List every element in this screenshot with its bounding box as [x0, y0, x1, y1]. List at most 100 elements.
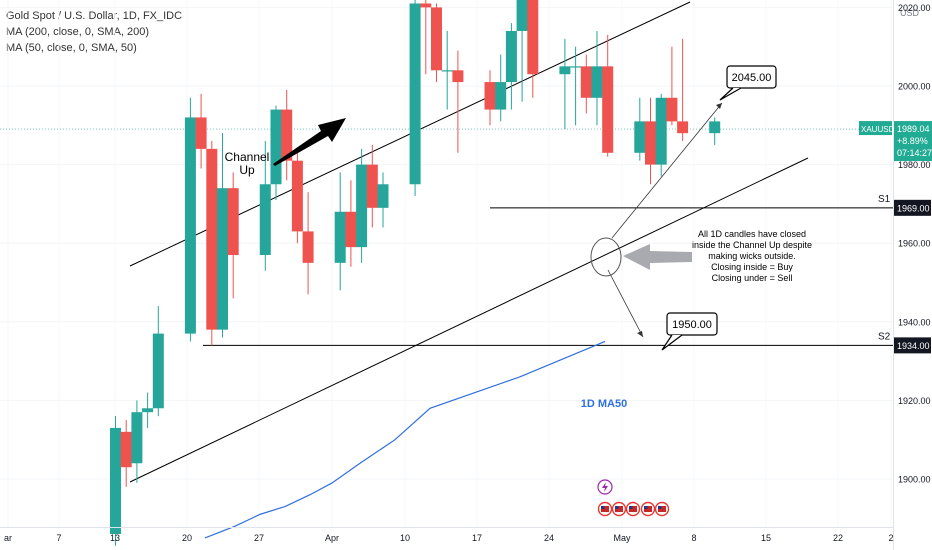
time-tick-label: 13 — [110, 533, 120, 543]
ma50-legend: MA (50, close, 0, SMA, 50) — [6, 42, 137, 54]
price-tick-label: 1920.00 — [898, 396, 931, 406]
candle — [131, 412, 143, 464]
note-line: inside the Channel Up despite — [692, 240, 812, 250]
candle — [217, 188, 228, 330]
flag-canton-icon — [615, 506, 619, 509]
ma50-label: 1D MA50 — [581, 398, 627, 410]
candles — [110, 0, 721, 546]
level-name-s1: S1 — [878, 194, 891, 205]
candle — [227, 188, 239, 255]
flag-icon — [644, 506, 652, 512]
grid — [0, 6, 893, 480]
trend-arrow-icon — [273, 118, 346, 166]
ticker-label: XAUUSD — [861, 125, 895, 134]
target-up-label: 2045.00 — [732, 72, 772, 84]
arrow-head-icon — [716, 103, 722, 109]
candle — [120, 431, 132, 468]
current-price-label: 1989.04 — [897, 124, 930, 134]
symbol-title: Gold Spot / U.S. Dollar, 1D, FX_IDC — [6, 10, 183, 22]
flag-icon — [658, 506, 666, 512]
candle — [302, 231, 314, 263]
note-line: Closing under = Sell — [712, 273, 793, 283]
time-tick-label: ar — [4, 533, 12, 543]
candle — [431, 7, 442, 71]
candle — [602, 66, 614, 153]
flag-icon — [601, 506, 609, 512]
price-tick-label: 1940.00 — [898, 317, 931, 327]
gray-arrow-icon — [623, 244, 692, 270]
time-tick-label: May — [613, 533, 631, 543]
level-price-badge — [894, 337, 931, 354]
price-axis[interactable] — [893, 0, 932, 550]
callout-tail — [719, 87, 742, 101]
candle — [110, 427, 121, 535]
ma200-legend: MA (200, close, 0, SMA, 200) — [6, 26, 150, 38]
projection-down-line — [607, 269, 644, 338]
candle — [580, 66, 592, 98]
chart-legend: Gold Spot / U.S. Dollar, 1D, FX_IDC MA (… — [6, 8, 182, 56]
target-down-box — [666, 312, 718, 336]
candle — [505, 30, 517, 83]
note-line: Closing inside = Buy — [711, 262, 793, 272]
callout-tail — [661, 334, 683, 351]
candle — [356, 164, 368, 248]
candle — [655, 97, 667, 165]
countdown-label: 07:14:27 — [897, 148, 932, 158]
channel-lower-line — [129, 157, 809, 483]
candle — [420, 3, 432, 8]
candle — [484, 82, 496, 110]
flag-canton-icon — [658, 506, 662, 509]
note-line: making wicks outside. — [708, 251, 796, 261]
time-tick-label: 20 — [182, 533, 192, 543]
channel-label: Channel — [225, 150, 270, 164]
candle — [441, 70, 453, 72]
candle — [281, 109, 293, 161]
note-line: All 1D candles have closed — [698, 229, 806, 239]
flag-canton-icon — [629, 506, 633, 509]
ma50-line — [204, 340, 606, 539]
currency-label: USD — [900, 8, 920, 18]
price-tick-label: 2020.00 — [898, 3, 931, 13]
candle — [666, 97, 678, 122]
time-tick-label: 15 — [761, 533, 771, 543]
target-up-box — [726, 65, 777, 89]
level-price-label: 1934.00 — [897, 341, 930, 351]
flag-icon — [615, 506, 623, 512]
level-price-label: 1969.00 — [897, 203, 930, 213]
time-tick-label: 17 — [472, 533, 482, 543]
flag-canton-icon — [601, 506, 605, 509]
candle — [291, 160, 303, 232]
time-tick-label: 8 — [691, 533, 696, 543]
price-tick-label: 2000.00 — [898, 82, 931, 92]
current-price-badge — [894, 121, 932, 162]
level-lines: R1S1S2 — [0, 128, 893, 346]
time-tick-label: 22 — [833, 533, 843, 543]
time-tick-label: 27 — [254, 533, 264, 543]
time-tick-label: 24 — [544, 533, 554, 543]
candle — [270, 109, 282, 185]
time-tick-label: Apr — [325, 533, 339, 543]
time-tick-label: 10 — [400, 533, 410, 543]
candle — [195, 117, 207, 149]
candle — [184, 117, 196, 334]
candle — [677, 121, 689, 134]
channel-label: Up — [239, 163, 255, 177]
candle — [377, 184, 389, 208]
projection-up-line — [611, 102, 723, 239]
ticker-badge[interactable] — [859, 121, 892, 136]
level-name-s2: S2 — [878, 331, 891, 342]
time-tick-label: 2 — [888, 533, 893, 543]
flag-icon — [629, 506, 637, 512]
candle — [345, 211, 357, 248]
candle — [645, 121, 656, 165]
candle — [527, 0, 539, 75]
candle — [570, 66, 582, 68]
candle — [152, 333, 164, 409]
candle — [559, 66, 571, 75]
candle — [259, 184, 271, 255]
level-price-badge — [894, 199, 931, 216]
candle — [516, 0, 528, 31]
candle — [452, 70, 464, 83]
